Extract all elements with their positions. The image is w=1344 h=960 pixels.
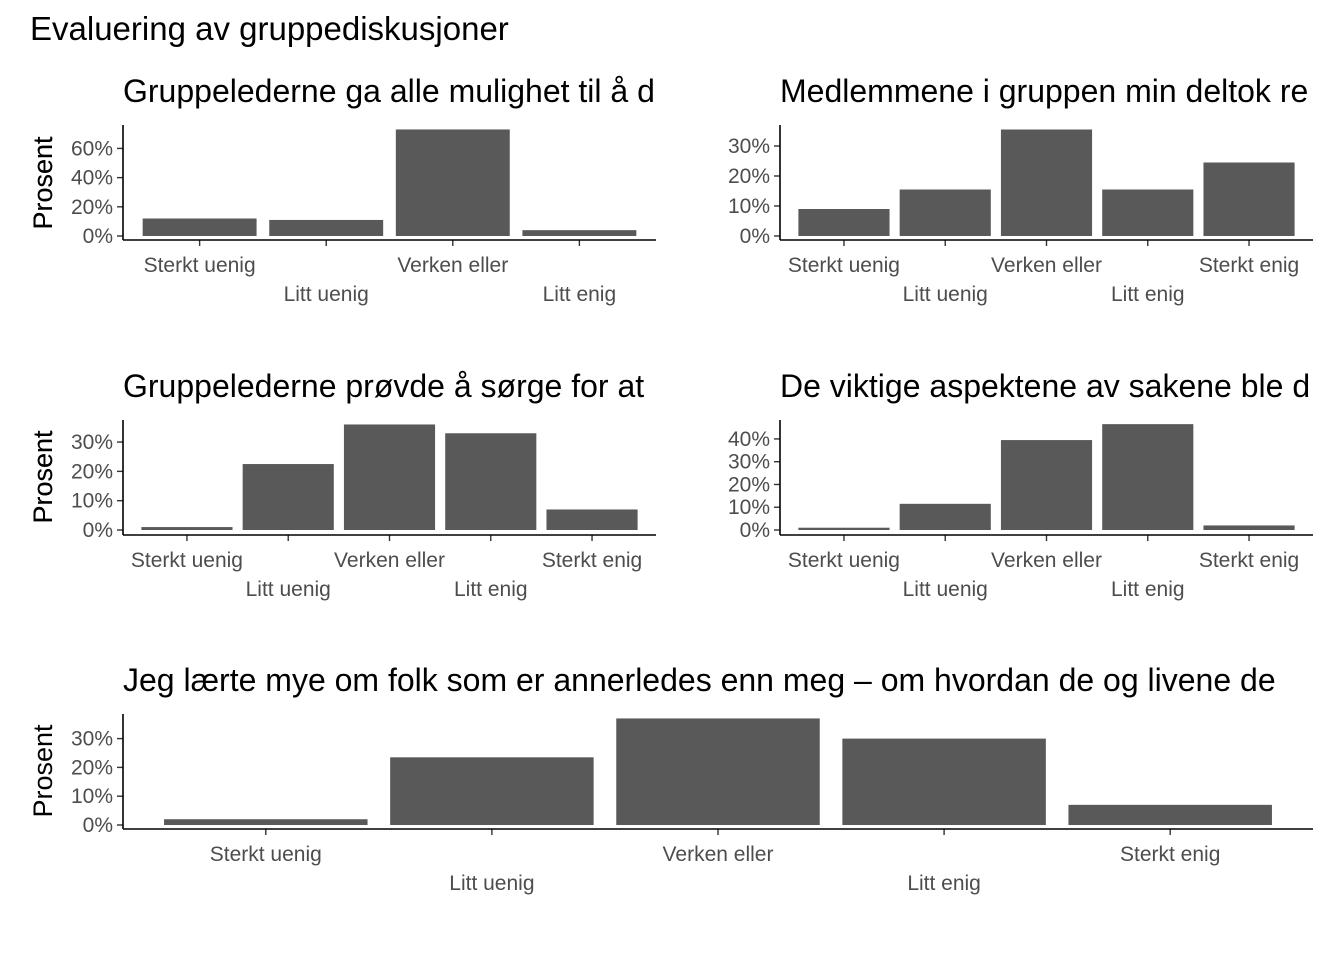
y-tick-label: 60%: [71, 137, 113, 160]
y-tick-label: 0%: [740, 225, 770, 248]
bar-verken-eller: [1000, 440, 1093, 530]
bar-verken-eller: [1000, 129, 1093, 236]
bar-litt-enig: [1102, 189, 1194, 236]
x-tick-label: Litt uenig: [903, 578, 988, 601]
y-tick-label: 30%: [728, 451, 770, 474]
y-tick-label: 30%: [728, 135, 770, 158]
y-tick-label: 10%: [71, 785, 113, 808]
bar-sterkt-uenig: [798, 527, 890, 530]
bar-verken-eller: [616, 718, 820, 825]
bar-sterkt-uenig: [798, 209, 890, 236]
x-tick-label: Verken eller: [991, 254, 1102, 277]
bar-sterkt-enig: [1203, 162, 1295, 236]
panel-title: De viktige aspektene av sakene ble d: [780, 368, 1310, 404]
x-tick-label: Litt uenig: [284, 283, 369, 306]
y-tick-label: 40%: [728, 428, 770, 451]
y-tick-label: 30%: [71, 431, 113, 454]
x-tick-label: Sterkt uenig: [210, 843, 322, 866]
x-tick-label: Litt uenig: [903, 283, 988, 306]
x-tick-label: Verken eller: [334, 549, 445, 572]
bar-sterkt-uenig: [141, 527, 233, 530]
x-tick-label: Sterkt uenig: [144, 254, 256, 277]
bar-litt-enig: [842, 738, 1046, 825]
x-tick-label: Litt enig: [1111, 283, 1185, 306]
x-tick-label: Sterkt enig: [1199, 549, 1299, 572]
y-tick-label: 0%: [83, 814, 113, 837]
x-tick-label: Verken eller: [991, 549, 1102, 572]
bar-litt-uenig: [899, 503, 991, 530]
y-tick-label: 20%: [728, 165, 770, 188]
bar-litt-uenig: [899, 189, 991, 236]
y-axis-label: Prosent: [28, 430, 58, 524]
y-tick-label: 20%: [71, 196, 113, 219]
y-tick-label: 20%: [71, 460, 113, 483]
x-tick-label: Litt enig: [907, 872, 981, 895]
panel-title: Gruppelederne ga alle mulighet til å d: [123, 73, 655, 109]
bar-sterkt-enig: [546, 509, 638, 530]
bar-litt-enig: [445, 433, 537, 530]
x-tick-label: Verken eller: [663, 843, 774, 866]
x-tick-label: Litt uenig: [449, 872, 534, 895]
y-tick-label: 10%: [728, 496, 770, 519]
bar-verken-eller: [343, 424, 436, 530]
x-tick-label: Litt enig: [1111, 578, 1185, 601]
x-tick-label: Sterkt enig: [1120, 843, 1220, 866]
panel-title: Gruppelederne prøvde å sørge for at: [123, 368, 644, 404]
y-tick-label: 0%: [83, 519, 113, 542]
x-tick-label: Litt uenig: [246, 578, 331, 601]
x-tick-label: Sterkt uenig: [788, 549, 900, 572]
x-tick-label: Sterkt enig: [542, 549, 642, 572]
x-tick-label: Sterkt enig: [1199, 254, 1299, 277]
y-tick-label: 20%: [728, 473, 770, 496]
panel-title: Medlemmene i gruppen min deltok re: [780, 73, 1308, 109]
x-tick-label: Verken eller: [397, 254, 508, 277]
y-axis-label: Prosent: [28, 136, 58, 230]
x-tick-label: Litt enig: [454, 578, 528, 601]
bar-litt-uenig: [242, 464, 334, 530]
bar-verken-eller: [395, 129, 510, 236]
y-axis-label: Prosent: [28, 430, 58, 524]
bar-litt-uenig: [390, 757, 594, 825]
y-tick-label: 20%: [71, 756, 113, 779]
chart-panel-2: Medlemmene i gruppen min deltok re Prosen…: [28, 73, 1313, 306]
y-axis-label: Prosent: [28, 724, 58, 818]
x-tick-label: Sterkt uenig: [788, 254, 900, 277]
bar-sterkt-uenig: [164, 819, 368, 825]
y-tick-label: 40%: [71, 167, 113, 190]
panel-title: Jeg lærte mye om folk som er annerledes …: [123, 662, 1276, 698]
bar-sterkt-enig: [1203, 525, 1295, 530]
chart-panel-5: Jeg lærte mye om folk som er annerledes …: [28, 662, 1313, 895]
y-axis-label: Prosent: [28, 136, 58, 230]
y-tick-label: 0%: [740, 519, 770, 542]
chart-panel-4: De viktige aspektene av sakene ble d Pros…: [28, 368, 1313, 601]
page-title: Evaluering av gruppediskusjoner: [30, 10, 509, 47]
bar-litt-enig: [522, 230, 637, 236]
y-tick-label: 10%: [71, 490, 113, 513]
chart-panel-1: Gruppelederne ga alle mulighet til å d Pr…: [28, 73, 656, 306]
y-tick-label: 10%: [728, 195, 770, 218]
bar-litt-enig: [1102, 424, 1194, 530]
x-tick-label: Litt enig: [543, 283, 617, 306]
bar-sterkt-enig: [1068, 804, 1272, 825]
y-tick-label: 0%: [83, 225, 113, 248]
bar-sterkt-uenig: [142, 218, 257, 236]
chart-panel-3: Gruppelederne prøvde å sørge for at Prose…: [28, 368, 656, 601]
x-tick-label: Sterkt uenig: [131, 549, 243, 572]
y-tick-label: 30%: [71, 728, 113, 751]
bar-litt-uenig: [269, 219, 384, 236]
